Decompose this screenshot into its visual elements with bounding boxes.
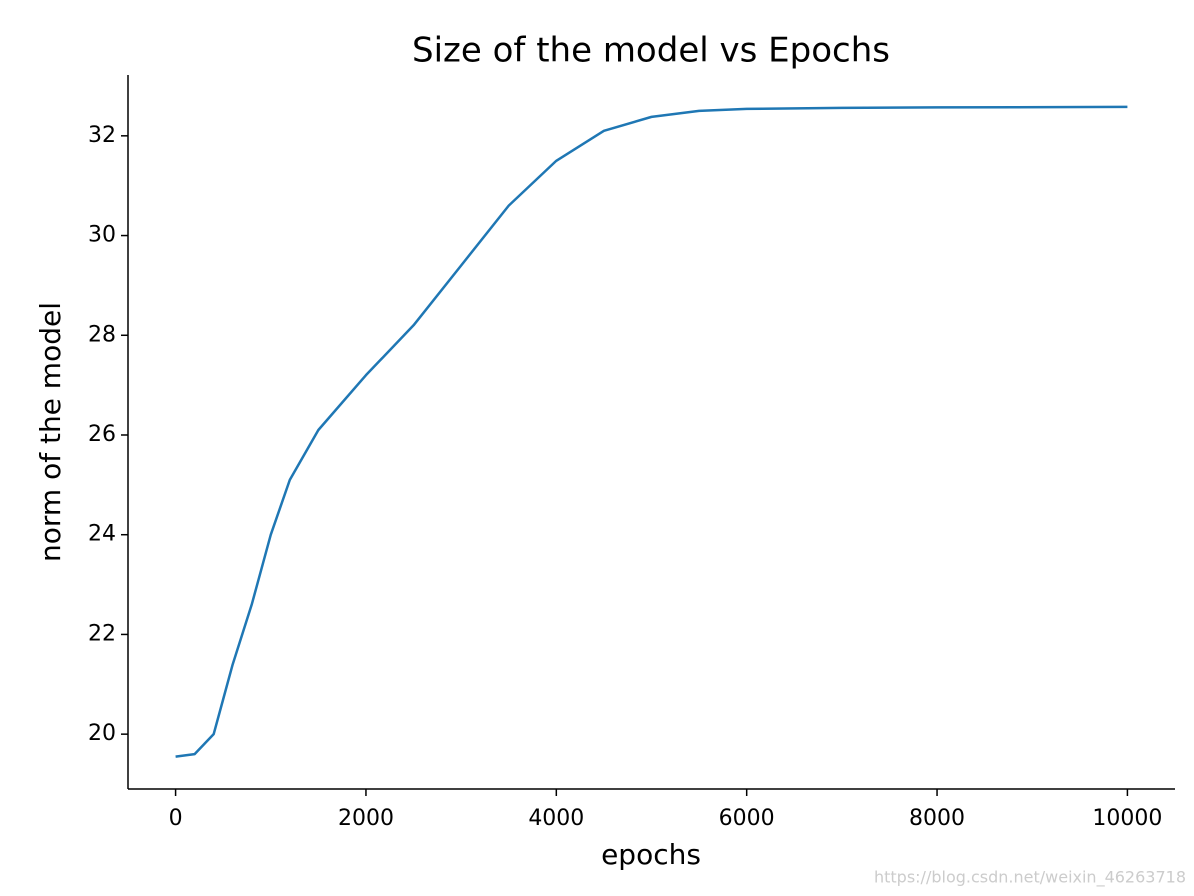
x-tick-label: 0 [169, 806, 183, 831]
watermark: https://blog.csdn.net/weixin_46263718 [874, 868, 1186, 888]
x-tick-label: 4000 [528, 806, 584, 831]
x-tick-label: 8000 [909, 806, 965, 831]
x-tick-label: 10000 [1092, 806, 1162, 831]
y-tick-label: 20 [88, 721, 116, 746]
y-tick-label: 28 [88, 322, 116, 347]
data-line [175, 105, 1128, 758]
y-tick-label: 26 [88, 422, 116, 447]
x-tick-label: 2000 [338, 806, 394, 831]
x-tick-label: 6000 [719, 806, 775, 831]
y-tick-label: 24 [88, 522, 116, 547]
chart-title: Size of the model vs Epochs [412, 31, 890, 71]
x-axis-label: epochs [601, 838, 701, 871]
y-axis-label: norm of the model [34, 302, 67, 562]
y-tick-label: 22 [88, 621, 116, 646]
y-tick-label: 32 [88, 123, 116, 148]
y-tick-label: 30 [88, 223, 116, 248]
